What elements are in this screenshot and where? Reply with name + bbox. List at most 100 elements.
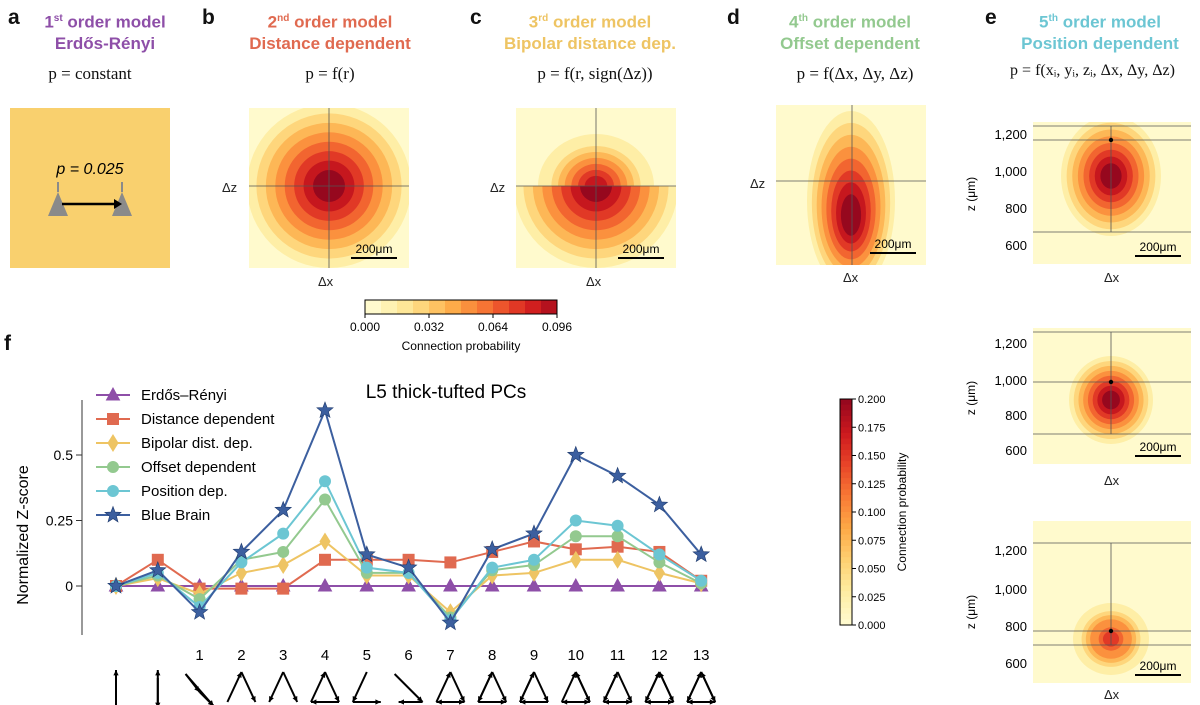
legend-item: Distance dependent [96,411,275,428]
data-point [190,602,209,620]
scale-bar-label: 200μm [1140,440,1177,454]
colorbar-cell [840,495,852,502]
colorbar-cell [840,551,852,558]
data-point [484,577,500,592]
chart-x-tick: 2 [237,647,245,664]
axis-label-dz-c: Δz [490,180,506,195]
panel-e2-ytick: 600 [1005,443,1027,458]
motif-glyph [435,671,466,705]
data-point [695,574,708,587]
colorbar-cell [840,415,852,423]
panel-e2-ytick: 1,200 [994,336,1027,351]
data-point [235,563,247,582]
data-point [568,577,584,592]
model-title-2: 2nd order model Distance dependent [249,12,411,53]
colorbar-cell [840,568,852,575]
panel-e1-ytick: 1,000 [994,164,1027,179]
formula-4: p = f(Δx, Δy, Δz) [796,64,914,83]
colorbar-cell [509,300,526,314]
panel-e3-ytick: 1,000 [994,582,1027,597]
legend-item: Erdős–Rényi [96,386,227,404]
colorbar-cell [840,602,852,609]
chart-x-tick: 8 [488,647,496,664]
formula-2: p = f(r) [305,64,355,83]
data-point [566,445,585,463]
panel-e2-ylabel: z (μm) [964,381,978,415]
axis-label-dx-e1: Δx [1104,270,1120,285]
colorbar-cell [840,489,852,496]
colorbar-right-tick: 0.100 [858,507,886,519]
formula-1: p = constant [48,64,132,83]
contour-level [840,194,862,236]
data-point [653,563,665,582]
motif-glyph [268,671,299,703]
data-point [319,493,331,506]
colorbar-cell [840,596,852,603]
panel-e1-ytick: 600 [1005,238,1027,253]
colorbar-cell [840,404,852,411]
data-point [525,524,543,542]
panel-e2-ytick: 800 [1005,408,1027,423]
colorbar-right-tick: 0.150 [858,451,886,463]
colorbar-cell [840,557,852,564]
colorbar-cell [840,619,852,626]
data-point [611,540,624,553]
data-point [570,550,582,569]
soma-marker [1108,379,1114,385]
colorbar-cell [840,410,852,417]
data-point [235,582,248,595]
colorbar-top-tick: 0.000 [350,320,380,334]
scale-bar-label: 200μm [1140,240,1177,254]
data-point [104,505,122,523]
colorbar-cell [840,461,852,468]
data-point [277,545,290,558]
axis-label-dx-e3: Δx [1104,687,1120,702]
colorbar-cell [381,300,398,314]
data-point [692,545,711,563]
data-point [107,576,125,594]
chart-y-tick: 0.5 [54,447,74,463]
panel-a-background [10,108,170,268]
soma-marker [1108,137,1114,143]
colorbar-cell [840,517,852,524]
scale-bar-label: 200μm [1140,659,1177,673]
motif-glyph [477,671,508,705]
colorbar-horizontal: 0.000 0.032 0.064 0.096 Connection proba… [350,299,572,353]
axis-label-dz-d: Δz [750,176,766,191]
colorbar-cell [840,506,852,513]
data-point [526,577,542,592]
formula-5: p = f(xᵢ, yᵢ, zᵢ, Δx, Δy, Δz) [1010,62,1175,79]
data-point [399,558,418,576]
data-point [443,577,458,592]
colorbar-cell [840,472,852,479]
panel-label-c: c [470,6,482,29]
colorbar-cell [477,300,494,314]
connection-arrow-icon [62,199,122,209]
data-point [277,582,290,595]
colorbar-cell [840,613,852,620]
colorbar-cell [461,300,478,314]
colorbar-cell [840,562,852,570]
colorbar-cell [840,574,852,581]
legend-item: Offset dependent [96,459,257,476]
colorbar-cell [840,534,852,541]
data-point [319,553,331,566]
motif-glyph [155,670,161,705]
colorbar-cell [840,432,852,440]
data-point [612,550,624,569]
panel-label-b: b [202,6,215,29]
chart-x-tick: 7 [446,647,454,664]
colorbar-right-tick: 0.000 [858,620,886,632]
data-point [653,548,666,561]
colorbar-cell [429,300,446,314]
colorbar-cell [840,483,852,490]
legend-label: Erdős–Rényi [141,387,227,404]
panel-label-f: f [4,332,11,355]
colorbar-cell [840,455,852,462]
data-point [277,556,289,574]
data-point [317,577,333,592]
panel-e3-ytick: 1,200 [994,543,1027,558]
colorbar-right-tick: 0.200 [858,394,886,406]
panel-label-d: d [727,6,740,29]
chart-x-tick: 6 [404,647,412,664]
